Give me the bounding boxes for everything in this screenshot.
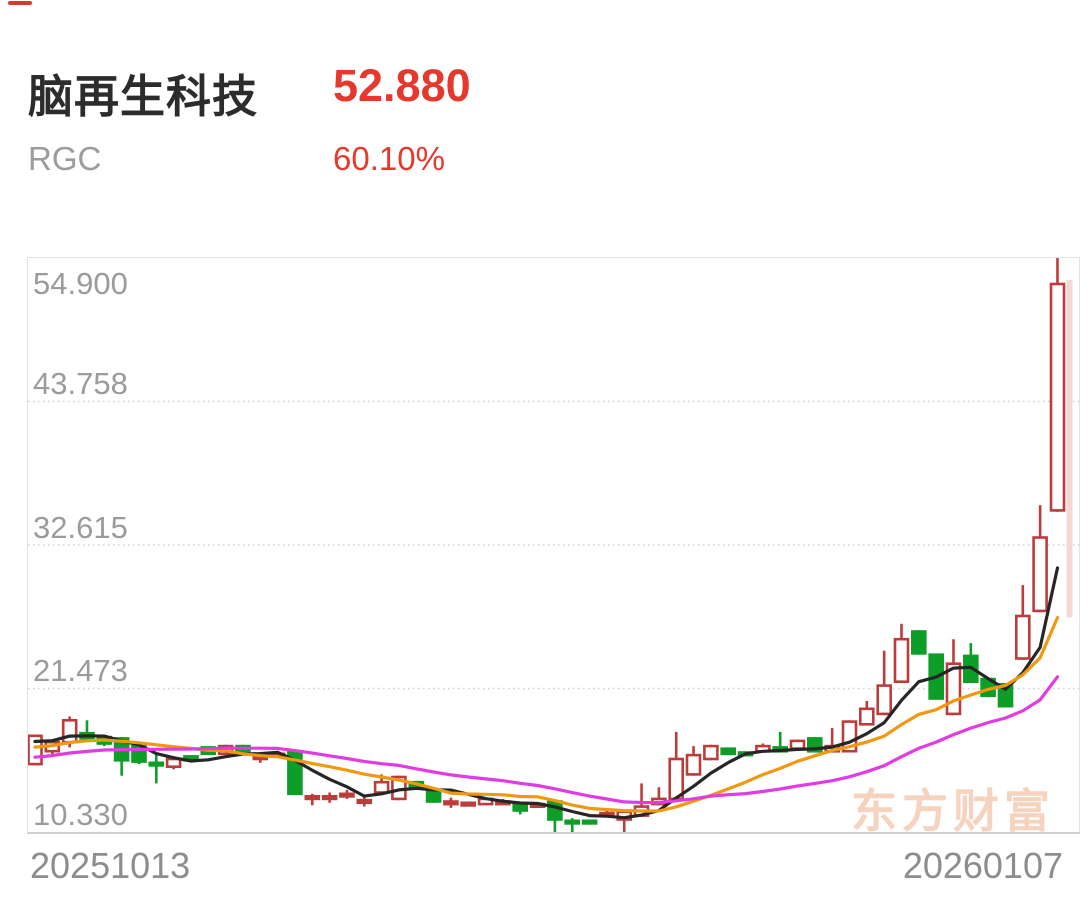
partial-next-candle: [1066, 279, 1073, 618]
candle-body: [356, 798, 373, 805]
candle-body: [910, 630, 927, 655]
candle-body: [443, 800, 459, 806]
candle-body: [425, 789, 442, 803]
candle-body: [893, 637, 910, 684]
candle[interactable]: [564, 818, 581, 832]
candle-body: [668, 757, 685, 801]
gridlines: [28, 400, 1079, 690]
candle-body: [564, 819, 581, 825]
candle-body: [373, 780, 390, 794]
candle-body: [148, 761, 165, 767]
candle-body: [512, 802, 529, 812]
candle[interactable]: [443, 797, 459, 808]
candle-body: [547, 800, 563, 821]
candle-body: [720, 747, 737, 756]
candle[interactable]: [425, 789, 442, 803]
candle-body: [876, 684, 893, 716]
candle-body: [460, 801, 477, 807]
candle-body: [685, 753, 702, 776]
ma5-line: [33, 566, 1060, 820]
candle[interactable]: [460, 801, 477, 807]
candle-body: [1049, 282, 1066, 512]
candle[interactable]: [581, 819, 598, 825]
candle[interactable]: [1014, 585, 1031, 660]
stock-ticker: RGC: [28, 140, 102, 177]
candle-body: [789, 739, 806, 750]
ma20-line: [33, 675, 1060, 805]
candle[interactable]: [962, 643, 979, 683]
candle[interactable]: [1049, 258, 1066, 512]
candle[interactable]: [321, 792, 338, 803]
stock-change-percent: 60.10%: [333, 140, 445, 177]
candle-body: [1032, 536, 1048, 613]
candle[interactable]: [148, 753, 165, 784]
candle-body: [703, 744, 719, 761]
top-edge-red-mark: [8, 1, 32, 5]
stock-name: 脑再生科技: [28, 71, 259, 122]
candle-body: [1014, 614, 1031, 660]
candle[interactable]: [79, 720, 95, 741]
candle[interactable]: [668, 731, 685, 801]
kline-chart-svg[interactable]: [28, 258, 1079, 832]
candle[interactable]: [720, 747, 737, 756]
x-axis-start-date: 20251013: [30, 845, 191, 886]
candle[interactable]: [304, 793, 321, 806]
candle-body: [339, 792, 355, 798]
eastmoney-watermark: 东方财富: [851, 785, 1055, 837]
candle-body: [581, 819, 598, 825]
candle[interactable]: [28, 734, 43, 766]
kline-chart-plot-area[interactable]: 54.900 43.758 32.615 21.473 10.330: [27, 257, 1080, 834]
candle[interactable]: [356, 796, 373, 807]
candle-body: [858, 707, 875, 726]
candle[interactable]: [1032, 505, 1048, 613]
candle[interactable]: [616, 810, 633, 833]
candle-body: [321, 794, 338, 801]
candle[interactable]: [339, 789, 355, 799]
candle[interactable]: [893, 623, 910, 684]
candle[interactable]: [910, 630, 927, 655]
x-axis-end-date: 20260107: [902, 845, 1063, 886]
stock-price: 52.880: [333, 60, 471, 111]
candle[interactable]: [858, 701, 875, 726]
candle[interactable]: [876, 650, 893, 716]
candle-body: [304, 794, 321, 801]
candle[interactable]: [685, 746, 702, 776]
candle[interactable]: [703, 744, 719, 761]
